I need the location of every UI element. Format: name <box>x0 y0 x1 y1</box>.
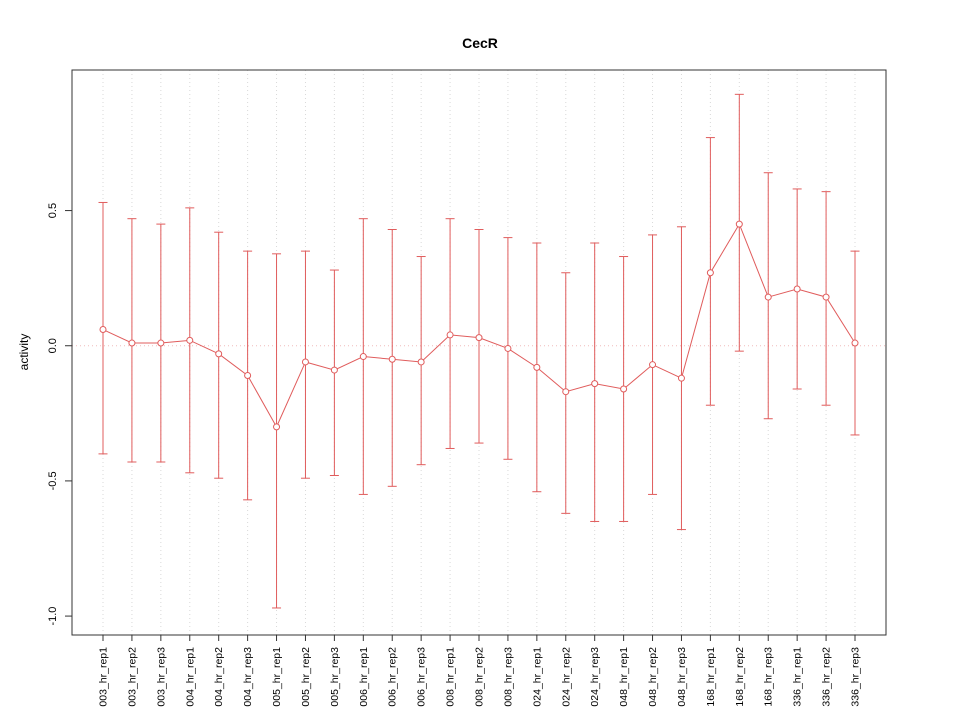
data-point <box>793 285 801 293</box>
data-point <box>388 355 396 363</box>
data-point <box>128 339 136 347</box>
data-point <box>359 353 367 361</box>
x-tick-label: 336_hr_rep1 <box>792 647 804 707</box>
x-tick-label: 168_hr_rep3 <box>763 647 775 707</box>
data-point <box>475 334 483 342</box>
y-tick-label: -0.5 <box>47 471 59 490</box>
data-points <box>99 220 859 431</box>
y-axis-label: activity <box>17 334 31 371</box>
x-tick-label: 004_hr_rep2 <box>213 647 225 707</box>
y-tick-label: 0.5 <box>47 203 59 218</box>
data-point <box>677 374 685 382</box>
data-point <box>99 326 107 334</box>
x-tick-label: 003_hr_rep2 <box>126 647 138 707</box>
x-tick-label: 048_hr_rep1 <box>618 647 630 707</box>
x-tick-label: 003_hr_rep1 <box>98 647 110 707</box>
x-tick-label: 048_hr_rep2 <box>647 647 659 707</box>
x-tick-label: 005_hr_rep2 <box>300 647 312 707</box>
data-point <box>620 385 628 393</box>
x-tick-label: 336_hr_rep2 <box>821 647 833 707</box>
plot-border <box>71 69 887 636</box>
x-tick-label: 006_hr_rep3 <box>416 647 428 707</box>
data-point <box>591 380 599 388</box>
data-point <box>273 423 281 431</box>
data-point <box>764 293 772 301</box>
data-point <box>533 363 541 371</box>
x-tick-label: 006_hr_rep1 <box>358 647 370 707</box>
data-point <box>330 366 338 374</box>
x-tick-label: 168_hr_rep1 <box>705 647 717 707</box>
x-tick-label: 004_hr_rep3 <box>242 647 254 707</box>
y-tick-label: -1.0 <box>47 607 59 626</box>
x-tick-label: 024_hr_rep1 <box>531 647 543 707</box>
axis-ticks: -1.0 -0.5 0.0 0.5 003_hr_rep1 003_hr_rep2 003_… <box>47 203 862 707</box>
x-tick-label: 336_hr_rep3 <box>850 647 862 707</box>
x-tick-label: 168_hr_rep2 <box>734 647 746 707</box>
data-point <box>706 269 714 277</box>
chart-title: CecR <box>462 35 498 51</box>
y-tick-label: 0.0 <box>47 338 59 353</box>
data-point <box>157 339 165 347</box>
x-tick-label: 008_hr_rep3 <box>502 647 514 707</box>
x-tick-label: 024_hr_rep3 <box>589 647 601 707</box>
data-point <box>417 358 425 366</box>
x-tick-label: 003_hr_rep3 <box>155 647 167 707</box>
x-tick-label: 024_hr_rep2 <box>560 647 572 707</box>
x-tick-label: 004_hr_rep1 <box>184 647 196 707</box>
data-point <box>215 350 223 358</box>
data-point <box>504 344 512 352</box>
data-point <box>735 220 743 228</box>
data-point <box>822 293 830 301</box>
plot-box <box>71 69 887 636</box>
data-point <box>186 336 194 344</box>
data-point <box>244 371 252 379</box>
x-tick-label: 048_hr_rep3 <box>676 647 688 707</box>
data-point <box>562 388 570 396</box>
data-point <box>649 361 657 369</box>
x-tick-label: 006_hr_rep2 <box>387 647 399 707</box>
x-tick-label: 005_hr_rep3 <box>329 647 341 707</box>
x-tick-label: 005_hr_rep1 <box>271 647 283 707</box>
data-point <box>446 331 454 339</box>
x-tick-label: 008_hr_rep2 <box>474 647 486 707</box>
data-point <box>851 339 859 347</box>
data-point <box>301 358 309 366</box>
x-tick-label: 008_hr_rep1 <box>445 647 457 707</box>
